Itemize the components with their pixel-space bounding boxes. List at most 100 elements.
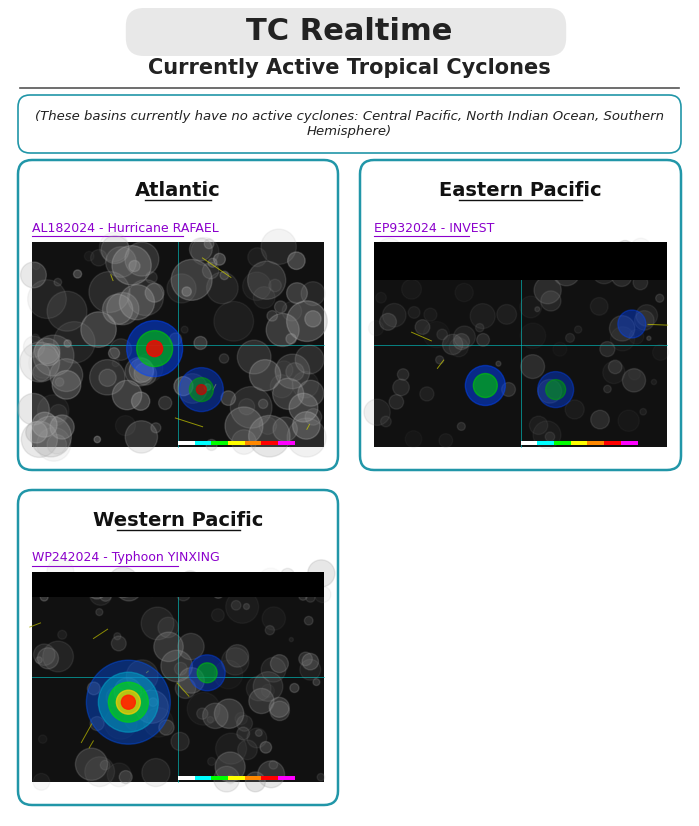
Circle shape (302, 653, 319, 670)
Circle shape (108, 567, 138, 597)
Circle shape (275, 361, 293, 379)
Circle shape (176, 586, 190, 601)
Circle shape (147, 340, 163, 357)
Circle shape (592, 260, 616, 284)
Circle shape (124, 708, 147, 731)
Circle shape (178, 373, 208, 403)
Circle shape (529, 416, 548, 434)
Circle shape (145, 272, 157, 283)
Circle shape (286, 363, 304, 381)
Circle shape (553, 259, 580, 286)
Circle shape (287, 418, 326, 457)
Circle shape (136, 330, 173, 367)
Circle shape (480, 250, 491, 261)
Circle shape (253, 287, 275, 308)
Circle shape (565, 400, 584, 419)
Text: Eastern Pacific: Eastern Pacific (439, 181, 602, 200)
Circle shape (382, 303, 406, 327)
Circle shape (305, 311, 321, 327)
Circle shape (520, 323, 546, 349)
Circle shape (289, 393, 318, 422)
Circle shape (317, 773, 324, 781)
Circle shape (214, 254, 225, 265)
Circle shape (85, 251, 94, 261)
Circle shape (221, 391, 236, 406)
Circle shape (287, 301, 327, 341)
Circle shape (28, 280, 66, 319)
Text: (These basins currently have no active cyclones: Central Pacific, North Indian O: (These basins currently have no active c… (35, 110, 664, 138)
Circle shape (108, 348, 120, 358)
Circle shape (271, 375, 294, 398)
Circle shape (91, 249, 107, 266)
Circle shape (273, 417, 297, 441)
Circle shape (618, 310, 646, 338)
Circle shape (208, 757, 215, 766)
Bar (211, 776, 228, 780)
Circle shape (243, 604, 250, 610)
Circle shape (33, 363, 50, 381)
Circle shape (64, 339, 71, 347)
Bar (538, 441, 554, 445)
Circle shape (618, 411, 640, 431)
Circle shape (103, 294, 133, 325)
Circle shape (100, 590, 111, 601)
Circle shape (20, 342, 59, 382)
Circle shape (245, 772, 266, 792)
Bar (32, 572, 324, 782)
Circle shape (181, 326, 188, 333)
Circle shape (38, 648, 59, 669)
Circle shape (261, 229, 296, 264)
Circle shape (169, 333, 182, 345)
Circle shape (246, 676, 271, 701)
Circle shape (247, 261, 286, 299)
Circle shape (171, 259, 212, 301)
Circle shape (159, 396, 172, 410)
Circle shape (640, 409, 647, 415)
Circle shape (287, 252, 305, 269)
Circle shape (253, 672, 283, 701)
Circle shape (159, 720, 174, 735)
Circle shape (546, 380, 565, 400)
Circle shape (215, 733, 247, 764)
Circle shape (308, 560, 335, 587)
Circle shape (221, 577, 231, 588)
Circle shape (305, 593, 315, 602)
Circle shape (628, 368, 640, 380)
Circle shape (32, 412, 57, 437)
Circle shape (259, 399, 268, 409)
Circle shape (249, 415, 290, 457)
Circle shape (584, 244, 605, 266)
Circle shape (131, 392, 150, 411)
Circle shape (204, 239, 214, 249)
Circle shape (125, 357, 154, 386)
Circle shape (238, 399, 254, 415)
FancyBboxPatch shape (18, 160, 338, 470)
Bar (245, 441, 261, 445)
Circle shape (260, 742, 272, 753)
Circle shape (397, 260, 405, 268)
Circle shape (258, 761, 284, 788)
Circle shape (203, 703, 228, 729)
Circle shape (214, 301, 254, 341)
Bar (278, 776, 295, 780)
Circle shape (237, 727, 250, 740)
Circle shape (99, 232, 129, 262)
Circle shape (454, 334, 470, 349)
Circle shape (389, 395, 403, 409)
Circle shape (651, 379, 656, 385)
Circle shape (34, 644, 55, 666)
Circle shape (282, 301, 302, 321)
Circle shape (215, 699, 244, 729)
Bar (621, 441, 637, 445)
Circle shape (633, 275, 648, 290)
Circle shape (247, 248, 266, 267)
Bar (228, 776, 245, 780)
Circle shape (269, 279, 281, 292)
Circle shape (106, 687, 126, 707)
Circle shape (32, 262, 40, 269)
Circle shape (520, 297, 542, 318)
Bar (261, 776, 278, 780)
Circle shape (402, 279, 421, 299)
Circle shape (208, 259, 217, 268)
Circle shape (305, 409, 322, 425)
